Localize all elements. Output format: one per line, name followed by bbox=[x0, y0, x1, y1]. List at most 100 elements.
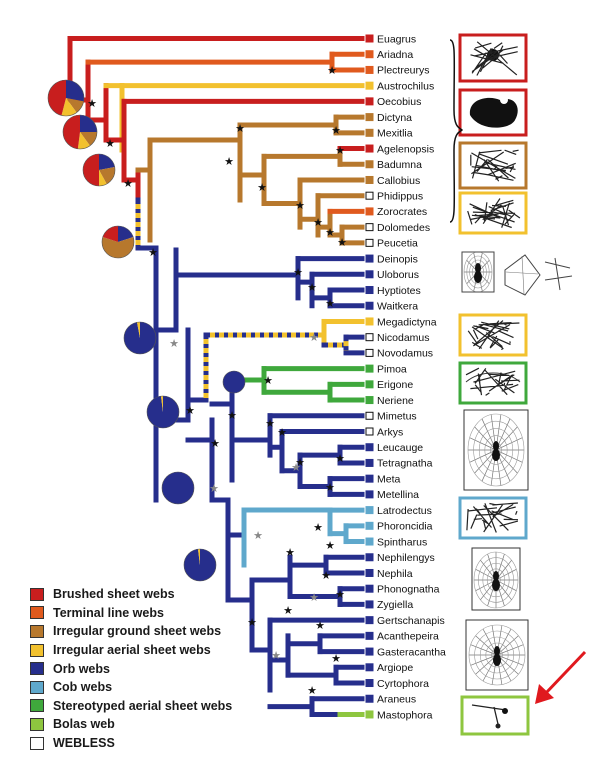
taxon-label: Megadictyna bbox=[365, 316, 437, 328]
taxon-marker bbox=[365, 301, 374, 310]
taxon-label: Dolomedes bbox=[365, 222, 430, 234]
pie-slice bbox=[66, 80, 84, 102]
web-threads bbox=[466, 502, 519, 533]
taxon-marker bbox=[365, 348, 374, 357]
spider-body bbox=[492, 579, 500, 591]
node-star: ★ bbox=[315, 619, 325, 632]
taxon-name: Oecobius bbox=[377, 96, 421, 108]
web-frame bbox=[463, 409, 529, 491]
web-threads bbox=[467, 320, 520, 351]
legend-label: Bolas web bbox=[53, 717, 115, 732]
taxon-name: Phonognatha bbox=[377, 584, 440, 596]
node-star: ★ bbox=[235, 122, 245, 135]
web-spiral bbox=[482, 562, 510, 598]
legend-swatch bbox=[30, 606, 44, 620]
taxon-name: Acanthepeira bbox=[377, 631, 439, 643]
web-radii bbox=[468, 414, 524, 486]
taxon-name: Zygiella bbox=[377, 599, 413, 611]
taxon-name: Zorocrates bbox=[377, 206, 427, 218]
taxon-label: Hyptiotes bbox=[365, 285, 421, 297]
web-sheet bbox=[465, 372, 521, 383]
taxon-marker bbox=[365, 144, 374, 153]
taxon-label: Ariadna bbox=[365, 49, 413, 61]
taxon-marker bbox=[365, 207, 374, 216]
ancestral-pie bbox=[62, 114, 98, 150]
taxon-name: Phoroncidia bbox=[377, 521, 433, 533]
web-threads bbox=[470, 149, 519, 182]
legend-label: Orb webs bbox=[53, 661, 110, 676]
taxon-marker bbox=[365, 175, 374, 184]
taxon-label: Phidippus bbox=[365, 191, 423, 203]
taxon-labels: Euagrus Ariadna Plectreurys Austrochilus Oec… bbox=[365, 33, 446, 721]
cob-web-icon bbox=[458, 496, 528, 540]
taxon-label: Nephilengys bbox=[365, 552, 435, 564]
taxon-label: Metellina bbox=[365, 489, 419, 501]
taxon-label: Oecobius bbox=[365, 96, 421, 108]
pie-slice bbox=[223, 371, 245, 393]
web-frame bbox=[460, 695, 530, 736]
taxon-name: Agelenopsis bbox=[377, 143, 434, 155]
taxon-label: Uloborus bbox=[365, 269, 419, 281]
taxon-marker bbox=[365, 600, 374, 609]
taxon-name: Badumna bbox=[377, 159, 422, 171]
taxon-marker bbox=[365, 553, 374, 562]
taxon-name: Mastophora bbox=[377, 709, 433, 721]
taxon-marker bbox=[365, 34, 374, 43]
taxon-label: Arkys bbox=[365, 426, 403, 438]
taxon-name: Meta bbox=[377, 473, 401, 485]
legend-swatch bbox=[30, 587, 44, 601]
araneid-orb-web-icon bbox=[465, 619, 529, 691]
taxon-label: Leucauge bbox=[365, 442, 423, 454]
taxon-label: Gasteracantha bbox=[365, 646, 446, 658]
legend-item: Bolas web bbox=[30, 715, 232, 734]
orb-web-icon bbox=[463, 409, 529, 491]
web-spiral bbox=[485, 642, 509, 668]
taxon-label: Latrodectus bbox=[365, 505, 432, 517]
legend-swatch bbox=[30, 662, 44, 676]
taxon-label: Waitkera bbox=[365, 301, 418, 313]
taxon-name: Megadictyna bbox=[377, 316, 437, 328]
pie-slice bbox=[48, 80, 66, 116]
taxon-name: Metellina bbox=[377, 489, 419, 501]
taxon-label: Zygiella bbox=[365, 599, 413, 611]
pie-slice bbox=[102, 226, 118, 242]
taxon-marker bbox=[365, 458, 374, 467]
taxon-marker bbox=[365, 506, 374, 515]
ancestral-pie bbox=[183, 548, 217, 582]
bolas-line bbox=[471, 704, 507, 725]
taxon-marker bbox=[365, 396, 374, 405]
taxon-marker bbox=[365, 97, 374, 106]
taxon-name: Pimoa bbox=[377, 363, 407, 375]
ancestral-state-pies bbox=[47, 79, 246, 582]
taxon-marker bbox=[365, 317, 374, 326]
node-star: ★ bbox=[271, 649, 281, 662]
node-star: ★ bbox=[169, 337, 179, 350]
node-star: ★ bbox=[335, 452, 345, 465]
taxon-label: Neriene bbox=[365, 395, 414, 407]
node-star: ★ bbox=[309, 591, 319, 604]
web-threads bbox=[467, 198, 521, 229]
pie-slice bbox=[124, 322, 157, 354]
taxon-label: Araneus bbox=[365, 694, 416, 706]
taxon-marker bbox=[365, 537, 374, 546]
legend-item: Irregular ground sheet webs bbox=[30, 622, 232, 641]
legend-swatch bbox=[30, 680, 44, 694]
taxon-marker bbox=[365, 364, 374, 373]
taxon-marker bbox=[365, 113, 374, 122]
legend-item: Orb webs bbox=[30, 659, 232, 678]
node-star: ★ bbox=[87, 97, 97, 110]
taxon-marker bbox=[365, 411, 374, 420]
web-spiral bbox=[479, 636, 515, 674]
taxon-name: Arkys bbox=[377, 426, 403, 438]
taxon-name: Spintharus bbox=[377, 536, 427, 548]
legend-label: Irregular ground sheet webs bbox=[53, 624, 222, 639]
taxon-marker bbox=[365, 380, 374, 389]
node-star: ★ bbox=[313, 521, 323, 534]
taxon-label: Euagrus bbox=[365, 33, 416, 45]
taxon-marker bbox=[365, 584, 374, 593]
taxon-name: Nephilengys bbox=[377, 552, 435, 564]
pie-slice bbox=[101, 237, 134, 258]
ancestral-pie bbox=[101, 225, 135, 259]
taxon-label: Cyrtophora bbox=[365, 678, 429, 690]
taxon-marker bbox=[365, 160, 374, 169]
